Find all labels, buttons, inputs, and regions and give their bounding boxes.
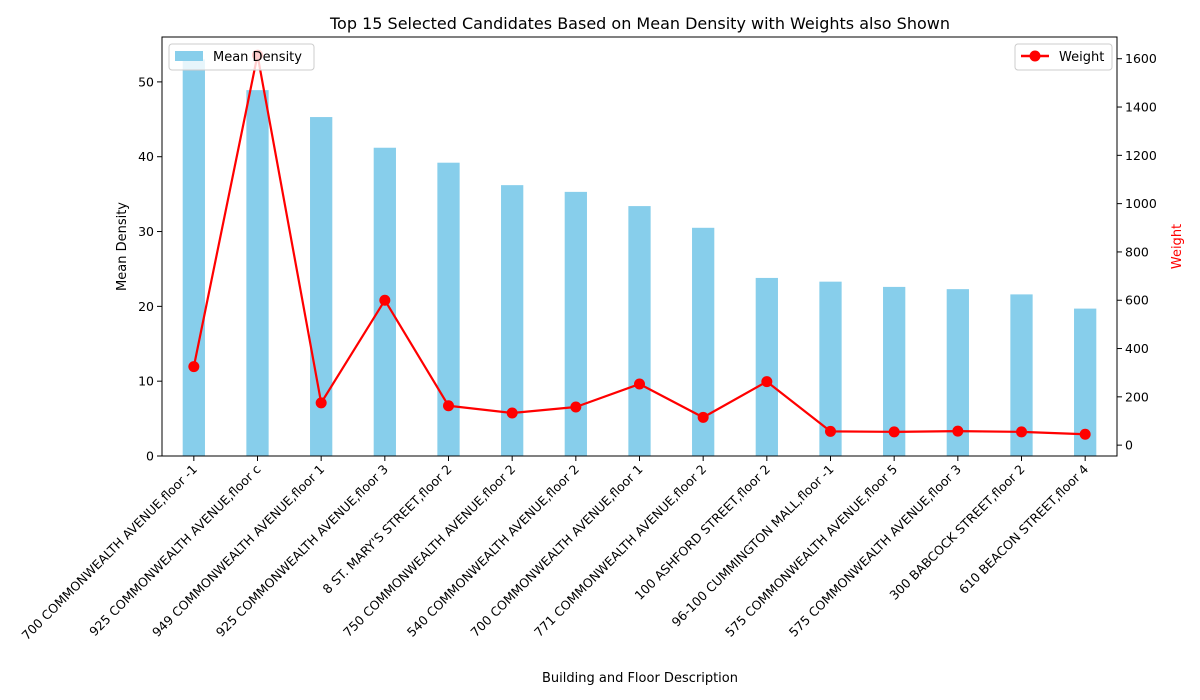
weight-point <box>506 407 518 419</box>
weight-point <box>1016 426 1027 438</box>
bar-mean-density <box>564 191 587 456</box>
bar-mean-density <box>1074 308 1097 456</box>
y-tick-label-right: 1600 <box>1125 51 1157 66</box>
bar-mean-density <box>628 206 651 456</box>
weight-point <box>761 376 773 388</box>
y-tick-label-left: 10 <box>138 374 154 389</box>
weight-point <box>952 425 964 437</box>
bar-mean-density <box>1010 294 1033 456</box>
y-tick-label-left: 50 <box>138 74 154 89</box>
right-axis: 0 200 400 600 800 1000 1200 1400 1600 <box>1117 51 1157 453</box>
bar-mean-density <box>501 185 524 456</box>
bar-mean-density <box>946 289 969 456</box>
bar-mean-density <box>246 90 269 456</box>
plot-frame <box>161 36 1118 457</box>
weight-point <box>188 361 200 373</box>
legend-weight: Weight <box>1014 43 1113 71</box>
legend-mean-density-frame <box>168 43 315 71</box>
weight-point <box>697 411 709 423</box>
y-tick-label-right: 200 <box>1125 389 1149 404</box>
left-axis: 0 10 20 30 40 50 <box>138 74 162 464</box>
weight-point <box>379 294 391 306</box>
bar-mean-density <box>182 59 205 456</box>
y-tick-label-right: 1400 <box>1125 100 1157 115</box>
weight-line-group <box>188 49 1091 440</box>
y-tick-label-left: 0 <box>146 449 154 464</box>
bar-mean-density <box>755 277 778 456</box>
weight-point <box>634 378 645 390</box>
legend-weight-label: Weight <box>1059 50 1104 65</box>
y-tick-label-right: 800 <box>1125 244 1149 259</box>
y-tick-label-right: 400 <box>1125 341 1149 356</box>
weight-point <box>1079 428 1091 440</box>
bar-mean-density <box>437 162 460 456</box>
y-tick-label-right: 0 <box>1125 438 1133 453</box>
legend-mean-density: Mean Density <box>168 43 315 71</box>
y-tick-label-left: 20 <box>138 299 154 314</box>
bars-group <box>182 59 1097 456</box>
y-axis-label-left: Mean Density <box>115 202 130 291</box>
weight-point <box>888 426 900 438</box>
y-tick-label-right: 600 <box>1125 293 1149 308</box>
bar-mean-density <box>883 286 906 456</box>
legend-mean-density-label: Mean Density <box>213 50 302 65</box>
weight-point <box>315 397 327 409</box>
y-axis-label-right: Weight <box>1170 224 1185 269</box>
weight-point <box>825 425 836 437</box>
legend-weight-frame <box>1014 43 1113 71</box>
y-tick-label-left: 30 <box>138 224 154 239</box>
legend-weight-marker <box>1029 50 1041 62</box>
weight-point <box>570 401 582 413</box>
y-tick-label-right: 1000 <box>1125 196 1157 211</box>
x-axis-label: Building and Floor Description <box>542 671 738 686</box>
legend-mean-density-swatch <box>175 51 203 61</box>
bar-mean-density <box>692 227 715 456</box>
weight-point <box>443 400 454 412</box>
bar-mean-density <box>819 281 842 456</box>
y-tick-label-left: 40 <box>138 149 154 164</box>
y-tick-label-right: 1200 <box>1125 148 1157 163</box>
chart-title: Top 15 Selected Candidates Based on Mean… <box>329 14 950 33</box>
